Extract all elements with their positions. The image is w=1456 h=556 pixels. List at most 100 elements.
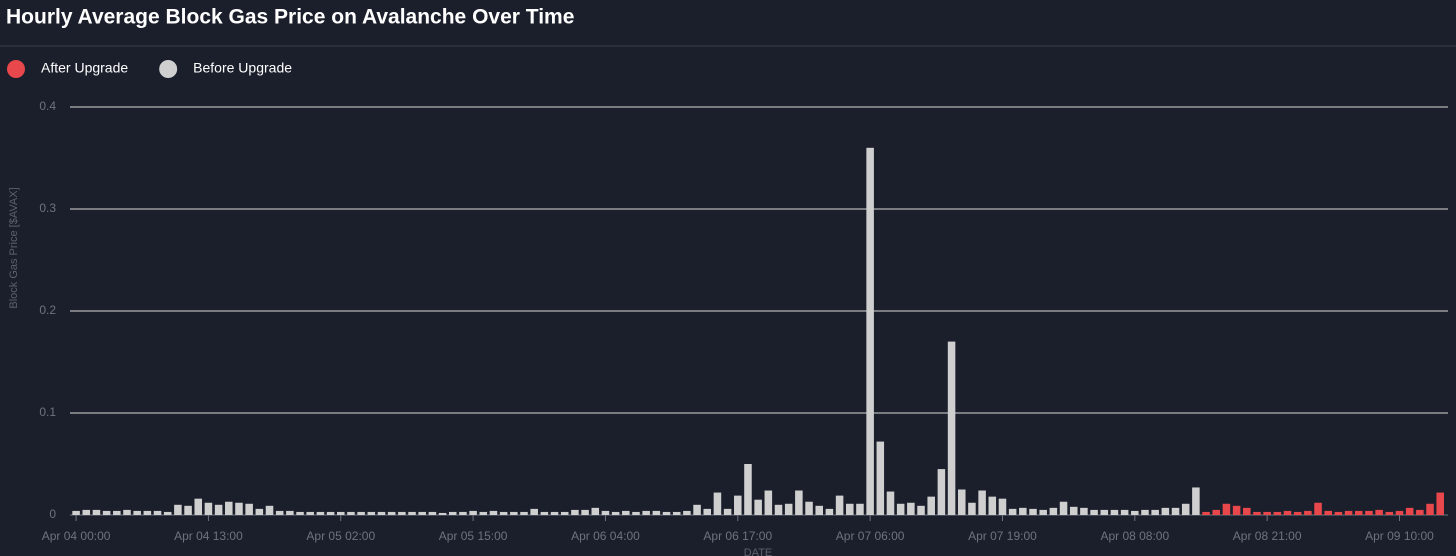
- bar: [133, 510, 141, 515]
- bar: [337, 511, 345, 515]
- bar: [82, 509, 91, 515]
- x-tick-label: Apr 06 04:00: [571, 529, 640, 543]
- bar: [316, 511, 325, 515]
- bar: [815, 505, 823, 515]
- bar: [754, 499, 762, 515]
- bar: [1324, 510, 1332, 515]
- bar: [1416, 509, 1424, 515]
- bar: [1049, 507, 1058, 515]
- bar: [489, 510, 498, 515]
- bar: [591, 507, 600, 515]
- bar: [937, 469, 946, 515]
- x-tick-label: Apr 06 17:00: [703, 529, 772, 543]
- bar: [856, 503, 864, 515]
- bar: [1222, 503, 1231, 515]
- bar: [917, 505, 925, 515]
- bar: [1263, 511, 1271, 515]
- bar: [1314, 502, 1322, 515]
- bar: [642, 510, 650, 515]
- bar: [571, 509, 579, 515]
- bar: [184, 505, 192, 515]
- bar: [377, 511, 386, 515]
- bar: [1181, 503, 1190, 515]
- bar: [896, 503, 905, 515]
- bar: [1029, 508, 1037, 515]
- bar: [947, 341, 956, 515]
- bar: [235, 502, 243, 515]
- bar: [774, 504, 783, 515]
- bar: [1120, 509, 1129, 515]
- bar: [245, 503, 253, 515]
- bar: [438, 512, 447, 515]
- bar: [1243, 507, 1251, 515]
- bar: [672, 511, 681, 515]
- bar: [825, 508, 834, 515]
- bar: [1212, 509, 1221, 515]
- bar: [459, 511, 467, 515]
- bar: [1202, 511, 1210, 515]
- bar: [296, 511, 304, 515]
- legend-label: Before Upgrade: [193, 60, 292, 76]
- bar: [713, 492, 722, 515]
- bar: [744, 464, 752, 515]
- bar: [448, 511, 457, 515]
- bar: [153, 510, 162, 515]
- bar: [1395, 510, 1404, 515]
- bar: [764, 490, 773, 515]
- bar: [1385, 511, 1394, 515]
- bar: [662, 511, 671, 515]
- bar: [520, 511, 528, 515]
- bar: [601, 510, 610, 515]
- bar: [174, 504, 182, 515]
- bar: [957, 489, 966, 515]
- bar: [1334, 511, 1343, 515]
- bar: [418, 511, 426, 515]
- bar: [1375, 509, 1383, 515]
- bar: [1283, 510, 1292, 515]
- x-tick-label: Apr 08 21:00: [1233, 529, 1302, 543]
- bar: [1426, 503, 1434, 515]
- bar: [1232, 505, 1241, 515]
- bar: [1059, 501, 1068, 515]
- y-tick-label: 0.4: [39, 99, 56, 113]
- bar: [805, 501, 813, 515]
- bar: [387, 511, 396, 515]
- bar: [72, 510, 80, 515]
- bar: [1100, 509, 1109, 515]
- bar: [978, 490, 986, 515]
- legend-marker: [159, 60, 178, 78]
- chart-title: Hourly Average Block Gas Price on Avalan…: [6, 6, 574, 29]
- bar: [143, 510, 152, 515]
- bar: [1192, 487, 1200, 515]
- bar: [255, 508, 264, 515]
- bar: [835, 495, 844, 515]
- bar: [479, 511, 488, 515]
- bar: [113, 510, 121, 515]
- x-tick-label: Apr 05 02:00: [306, 529, 375, 543]
- bar: [734, 495, 742, 515]
- bar: [550, 511, 559, 515]
- bar: [204, 502, 213, 515]
- bar: [408, 511, 416, 515]
- bar: [907, 502, 915, 515]
- x-tick-label: Apr 05 15:00: [439, 529, 508, 543]
- bar: [286, 510, 294, 515]
- bar: [1151, 509, 1159, 515]
- y-tick-label: 0: [49, 507, 56, 521]
- bar: [163, 511, 172, 515]
- y-axis-label: Block Gas Price [$AVAX]: [8, 187, 20, 308]
- bar: [123, 509, 131, 515]
- bar: [968, 502, 976, 515]
- bar: [1171, 507, 1180, 515]
- bar: [1304, 510, 1312, 515]
- bar: [1008, 508, 1017, 515]
- bar: [1273, 511, 1282, 515]
- x-tick-label: Apr 04 13:00: [174, 529, 243, 543]
- bar: [92, 509, 101, 515]
- bar: [357, 511, 365, 515]
- bar: [866, 147, 874, 516]
- legend-marker: [7, 60, 25, 78]
- bar: [795, 490, 803, 515]
- bar: [622, 510, 630, 515]
